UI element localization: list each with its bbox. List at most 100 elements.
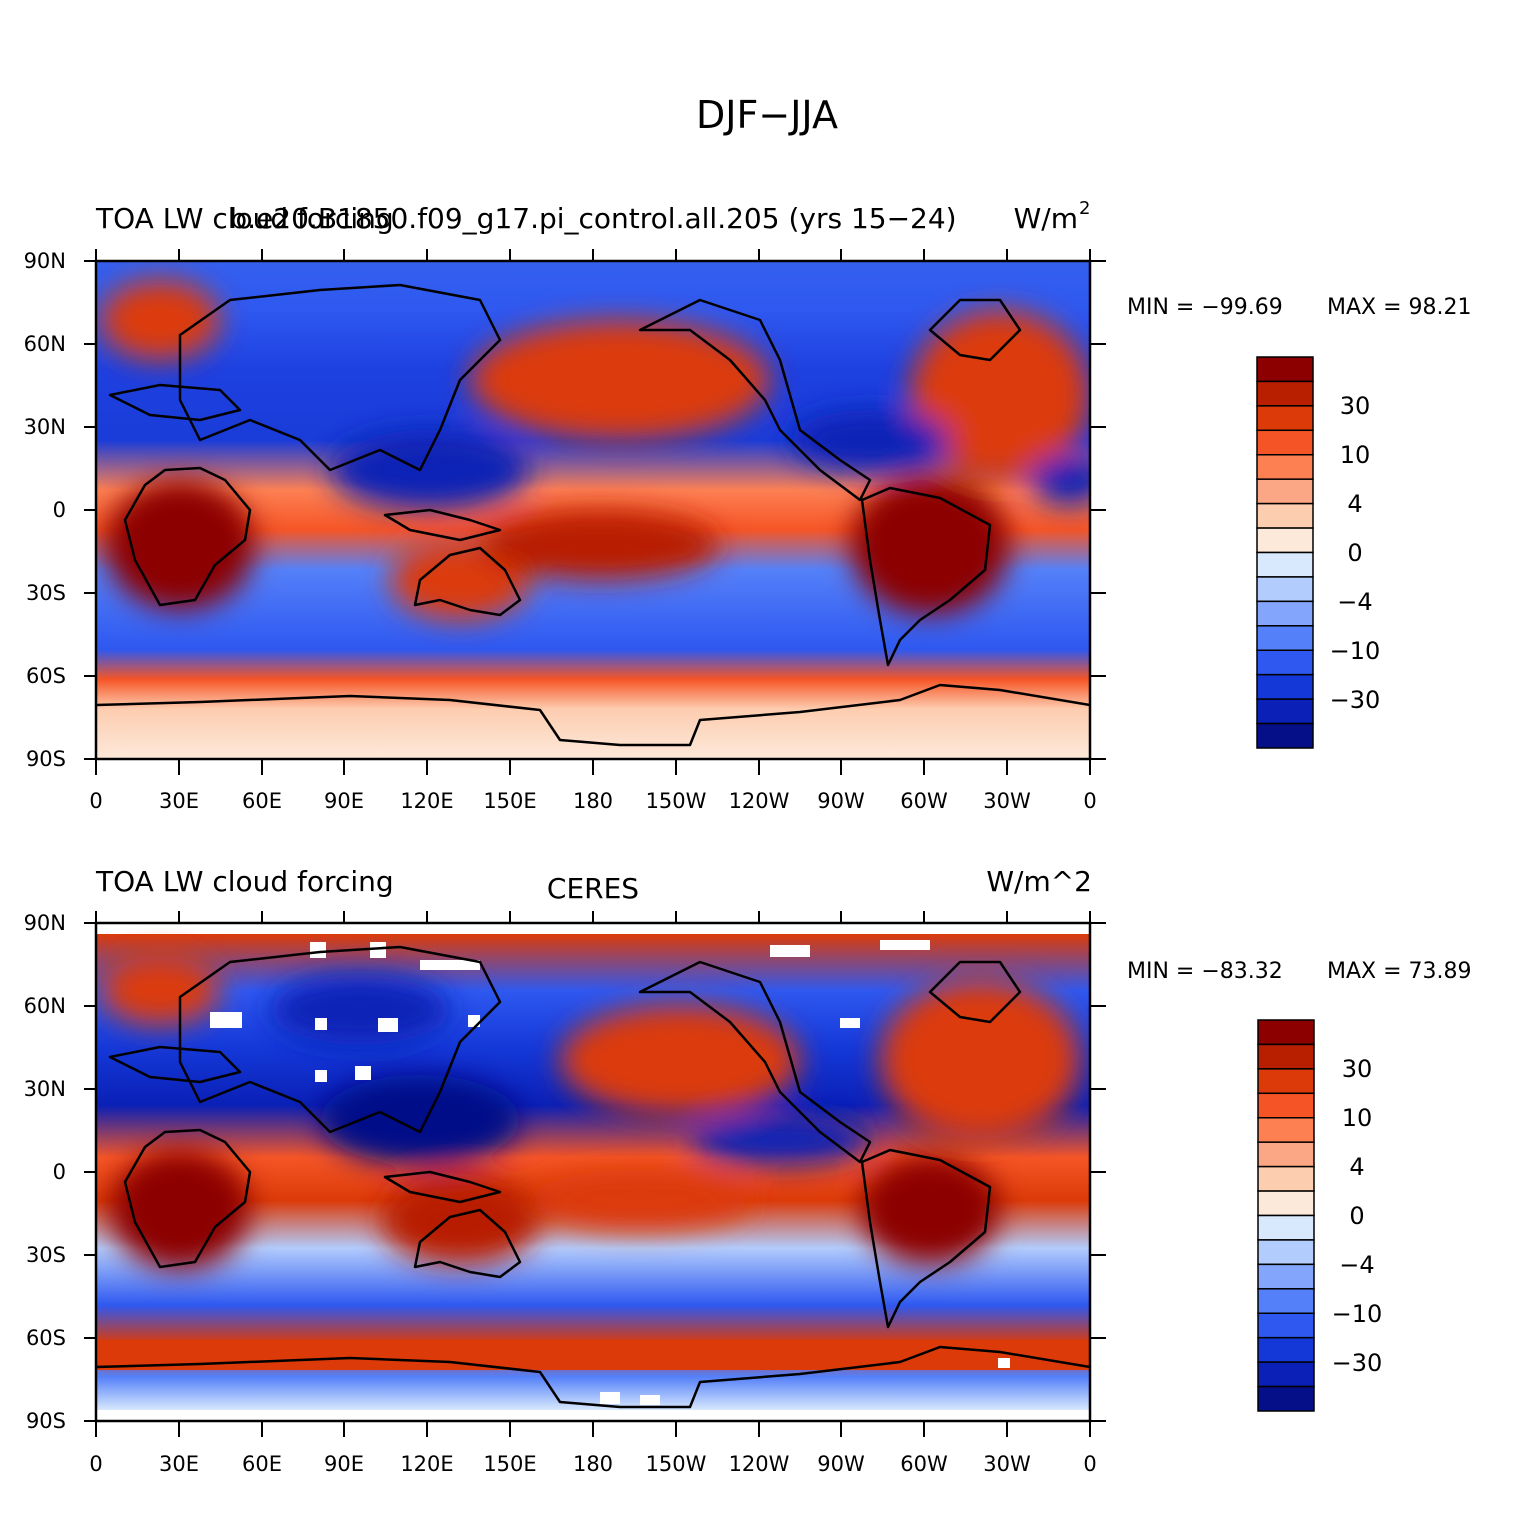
colorbar-label: 30 — [1342, 1055, 1373, 1083]
colorbar-label: −30 — [1330, 686, 1381, 714]
lon-label: 150E — [483, 789, 536, 813]
lat-label: 60S — [26, 1326, 66, 1350]
colorbar-swatch — [1256, 576, 1314, 603]
lon-label: 0 — [89, 789, 102, 813]
lat-label: 60N — [24, 994, 66, 1018]
map-field-ceres — [96, 923, 1090, 1421]
lon-label: 180 — [573, 789, 613, 813]
min-value: MIN = −83.32 — [1127, 959, 1283, 984]
lon-label: 0 — [1083, 1452, 1096, 1476]
lon-label: 90W — [817, 789, 865, 813]
panel-left-title: TOA LW cloud forcing — [95, 202, 394, 235]
lon-label: 150W — [646, 789, 707, 813]
panel-center-title: CERES — [547, 872, 639, 905]
lon-label: 60W — [900, 1452, 948, 1476]
lon-label: 0 — [89, 1452, 102, 1476]
colorbar-swatch — [1256, 454, 1314, 480]
lon-label: 120E — [400, 1452, 453, 1476]
lon-label: 120W — [729, 1452, 790, 1476]
lon-label: 90E — [324, 789, 364, 813]
lat-label: 60S — [26, 664, 66, 688]
colorbar-swatch — [1257, 1141, 1315, 1168]
lat-label: 0 — [53, 1160, 66, 1184]
lat-labels: 90N 60N 30N 0 30S 60S 90S — [24, 249, 66, 771]
lon-label: 0 — [1083, 789, 1096, 813]
lat-label: 30S — [26, 1243, 66, 1267]
lat-label: 30S — [26, 581, 66, 605]
lon-label: 150E — [483, 1452, 536, 1476]
colorbar-label: 10 — [1340, 441, 1371, 469]
colorbar-swatch — [1256, 698, 1314, 725]
lon-label: 30W — [983, 789, 1031, 813]
colorbar-label: 10 — [1342, 1104, 1373, 1132]
lat-ticks — [84, 922, 1106, 1422]
colorbar-swatch — [1256, 600, 1314, 627]
colorbar — [1257, 1019, 1315, 1412]
min-value: MIN = −99.69 — [1127, 295, 1283, 320]
panel-center-title: b.e20.B1850.f09_g17.pi_control.all.205 (… — [229, 202, 956, 235]
colorbar-swatch — [1257, 1190, 1315, 1217]
lon-label: 30W — [983, 1452, 1031, 1476]
colorbar-label: 0 — [1347, 539, 1362, 567]
colorbar-swatch — [1257, 1068, 1315, 1095]
colorbar-swatch — [1256, 625, 1314, 651]
colorbar-label: 30 — [1340, 392, 1371, 420]
colorbar-swatch — [1257, 1117, 1315, 1143]
panel-left-title: TOA LW cloud forcing — [95, 865, 394, 898]
colorbar-swatch — [1256, 380, 1314, 407]
colorbar-swatch — [1257, 1312, 1315, 1339]
panel-ceres: 90N 60N 30N 0 30S 60S 90S 0 30E 60E 90E … — [24, 865, 1472, 1476]
lon-label: 90W — [817, 1452, 865, 1476]
colorbar — [1256, 356, 1314, 749]
lon-label: 60E — [242, 789, 282, 813]
lat-labels: 90N 60N 30N 0 30S 60S 90S — [24, 911, 66, 1433]
colorbar-labels: 30 10 4 0 −4 −10 −30 — [1330, 392, 1381, 714]
colorbar-label: 4 — [1347, 490, 1362, 518]
lat-label: 90S — [26, 1409, 66, 1433]
lon-label: 180 — [573, 1452, 613, 1476]
colorbar-swatch — [1256, 429, 1314, 456]
panel-units-exponent: 2 — [1079, 198, 1090, 219]
lon-label: 150W — [646, 1452, 707, 1476]
max-value: MAX = 98.21 — [1327, 295, 1472, 320]
colorbar-swatch — [1257, 1239, 1315, 1266]
colorbar-swatch — [1257, 1288, 1315, 1314]
colorbar-label: −4 — [1339, 1251, 1374, 1279]
colorbar-label: −10 — [1332, 1300, 1383, 1328]
colorbar-swatch — [1256, 478, 1314, 505]
lat-ticks — [84, 260, 1106, 760]
colorbar-swatch — [1256, 722, 1314, 749]
colorbar-swatch — [1256, 527, 1314, 554]
lon-label: 60E — [242, 1452, 282, 1476]
colorbar-swatch — [1257, 1019, 1315, 1046]
colorbar-swatch — [1256, 649, 1314, 676]
colorbar-swatch — [1257, 1361, 1315, 1388]
lat-label: 30N — [24, 415, 66, 439]
lat-label: 60N — [24, 332, 66, 356]
colorbar-swatch — [1256, 673, 1314, 700]
lon-labels: 0 30E 60E 90E 120E 150E 180 150W 120W 90… — [89, 1452, 1096, 1476]
panel-units: W/m^2 — [986, 865, 1092, 898]
colorbar-swatch — [1257, 1336, 1315, 1363]
colorbar-swatch — [1257, 1263, 1315, 1290]
lat-label: 90N — [24, 249, 66, 273]
colorbar-label: −4 — [1337, 588, 1372, 616]
colorbar-label: −30 — [1332, 1349, 1383, 1377]
colorbar-labels: 30 10 4 0 −4 −10 −30 — [1332, 1055, 1383, 1377]
lon-label: 30E — [159, 789, 199, 813]
lat-label: 90S — [26, 747, 66, 771]
max-value: MAX = 73.89 — [1327, 959, 1472, 984]
colorbar-label: 0 — [1349, 1202, 1364, 1230]
lon-label: 90E — [324, 1452, 364, 1476]
lon-ticks — [95, 911, 1091, 1437]
colorbar-swatch — [1257, 1385, 1315, 1412]
colorbar-swatch — [1256, 502, 1314, 529]
lon-ticks — [95, 249, 1091, 775]
colorbar-swatch — [1256, 356, 1314, 383]
lon-labels: 0 30E 60E 90E 120E 150E 180 150W 120W 90… — [89, 789, 1096, 813]
colorbar-label: −10 — [1330, 637, 1381, 665]
colorbar-swatch — [1257, 1165, 1315, 1192]
lon-label: 30E — [159, 1452, 199, 1476]
colorbar-swatch — [1256, 405, 1314, 432]
